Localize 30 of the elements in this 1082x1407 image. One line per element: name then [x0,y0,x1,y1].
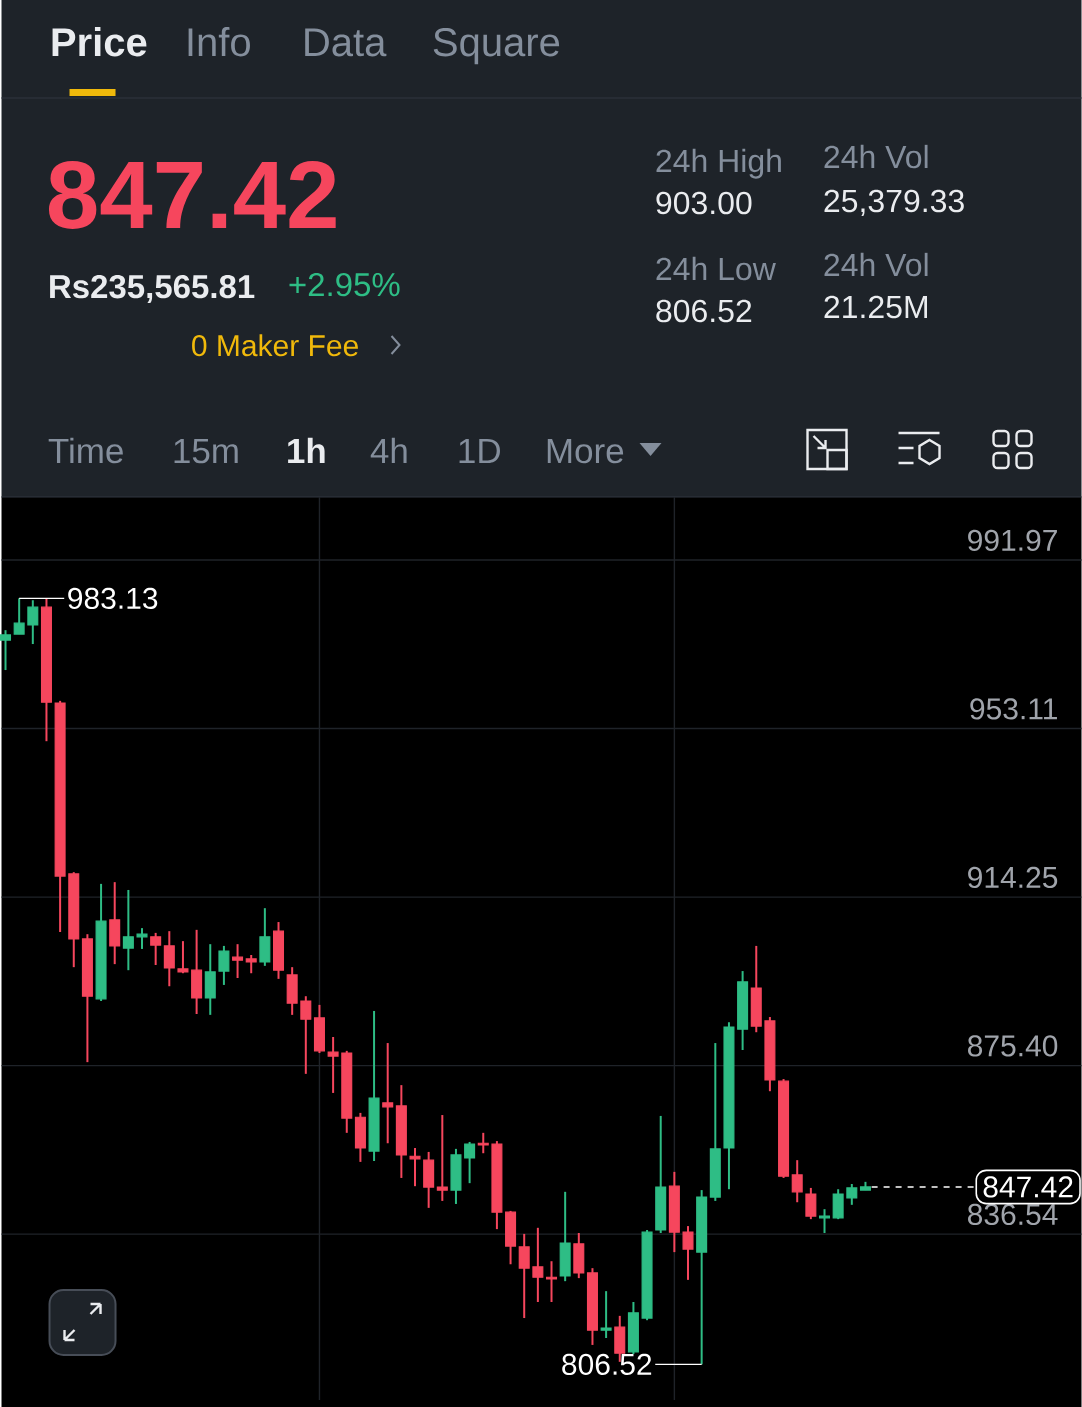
text: 903.00 [656,191,752,215]
y-tick-label: 914.25 [967,866,1058,889]
text: Data [305,28,387,57]
y-tick-label: 875.40 [967,1035,1058,1057]
text: 25,379.33 [824,189,964,217]
text: Square [433,28,559,65]
text: 1D [459,438,500,464]
ref-line-label: 847.42 [983,1176,1073,1198]
text: 1h [287,437,325,464]
text: +2.95% [289,272,400,297]
text: 24h High [656,148,781,179]
text: Time [48,437,123,464]
text: 806.52 [656,299,752,323]
text: 24h Low [656,256,776,281]
text: 15m [174,438,238,464]
text: 24h Vol [824,252,928,277]
annotation: 983.13 [68,587,158,609]
text: 4h [370,437,407,464]
text: 24h Vol [824,144,928,169]
annotation: 806.52 [562,1353,651,1375]
y-tick-label: 991.97 [967,529,1057,551]
y-tick-label: 953.11 [970,698,1057,720]
chart-title: 847.42 [48,160,336,229]
y-tick-label: 836.54 [967,1203,1058,1226]
text: Rs235,565.81 [49,274,255,304]
text: Info [188,27,250,57]
text: 21.25M [824,295,927,319]
text: 0 Maker Fee [191,334,358,357]
text: More [547,438,623,464]
text: Price [52,27,147,57]
